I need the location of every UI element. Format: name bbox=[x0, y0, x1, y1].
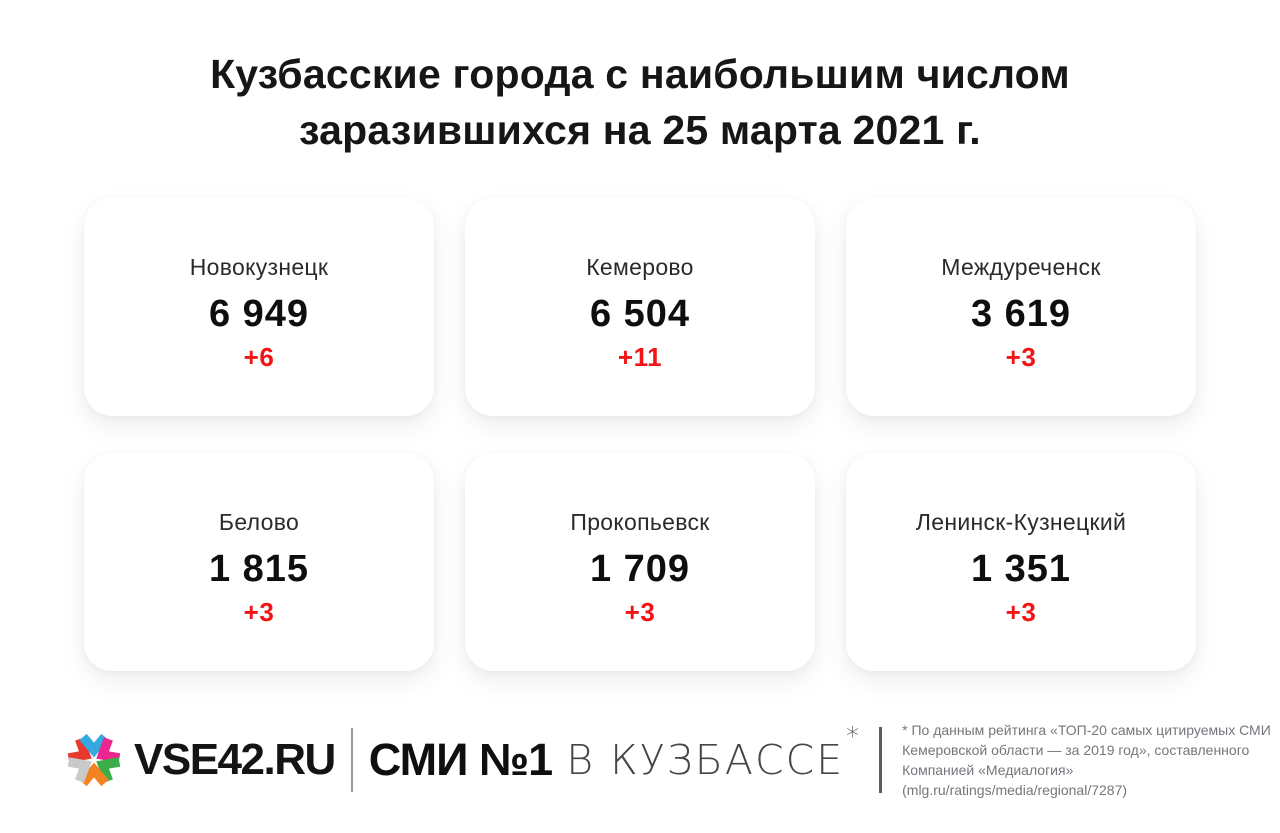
daily-increase-value: +11 bbox=[617, 341, 663, 372]
tagline-v-kuzbasse-text: В КУЗБАССЕ bbox=[566, 736, 845, 784]
daily-increase-value: +3 bbox=[624, 596, 656, 627]
tagline-v-kuzbasse: В КУЗБАССЕ* bbox=[566, 722, 861, 784]
brand-name: VSE42.RU bbox=[134, 735, 336, 784]
stat-card-belovo: Белово 1 815 +3 bbox=[84, 453, 434, 671]
daily-increase-value: +3 bbox=[1005, 596, 1037, 627]
rating-footnote-line-1: * По данным рейтинга «ТОП-20 самых цитир… bbox=[902, 722, 1271, 738]
daily-increase-value: +6 bbox=[243, 341, 275, 372]
footer: VSE42.RU СМИ №1 В КУЗБАССЕ* * По данным … bbox=[0, 706, 1280, 814]
total-count-value: 1 709 bbox=[589, 547, 691, 590]
daily-increase-value: +3 bbox=[243, 596, 275, 627]
total-count-value: 1 351 bbox=[970, 547, 1072, 590]
stat-card-leninsk-kuznetsky: Ленинск-Кузнецкий 1 351 +3 bbox=[846, 453, 1196, 671]
rating-footnote-line-2: Кемеровской области — за 2019 год», сост… bbox=[902, 742, 1250, 758]
total-count-value: 1 815 bbox=[208, 547, 310, 590]
city-name-label: Ленинск-Кузнецкий bbox=[915, 508, 1127, 535]
stat-card-novokuznetsk: Новокузнецк 6 949 +6 bbox=[84, 198, 434, 416]
city-name-label: Новокузнецк bbox=[189, 253, 329, 280]
stat-card-prokopyevsk: Прокопьевск 1 709 +3 bbox=[465, 453, 815, 671]
stat-card-kemerovo: Кемерово 6 504 +11 bbox=[465, 198, 815, 416]
footer-divider-1 bbox=[350, 728, 353, 792]
city-name-label: Белово bbox=[218, 508, 300, 535]
stat-card-mezhdurechensk: Междуреченск 3 619 +3 bbox=[846, 198, 1196, 416]
total-count-value: 3 619 bbox=[970, 292, 1072, 335]
city-name-label: Кемерово bbox=[586, 253, 694, 280]
page-title-line-1: Кузбасские города с наибольшим числом bbox=[210, 51, 1070, 97]
page-title-line-2: заразившихся на 25 марта 2021 г. bbox=[299, 107, 981, 153]
rating-footnote-line-3: Компанией «Медиалогия» (mlg.ru/ratings/m… bbox=[902, 762, 1128, 798]
page-title: Кузбасские города с наибольшим числом за… bbox=[0, 0, 1280, 158]
city-name-label: Прокопьевск bbox=[570, 508, 710, 535]
footer-divider-2 bbox=[879, 727, 883, 793]
total-count-value: 6 504 bbox=[589, 292, 691, 335]
total-count-value: 6 949 bbox=[208, 292, 310, 335]
vse42-star-icon bbox=[67, 733, 121, 787]
stat-cards-grid: Новокузнецк 6 949 +6 Кемерово 6 504 +11 … bbox=[84, 198, 1196, 671]
city-name-label: Междуреченск bbox=[941, 253, 1101, 280]
daily-increase-value: +3 bbox=[1005, 341, 1037, 372]
tagline-asterisk: * bbox=[846, 722, 862, 752]
tagline-smi-n1: СМИ №1 bbox=[368, 734, 553, 785]
rating-footnote: * По данным рейтинга «ТОП-20 самых цитир… bbox=[902, 720, 1280, 800]
